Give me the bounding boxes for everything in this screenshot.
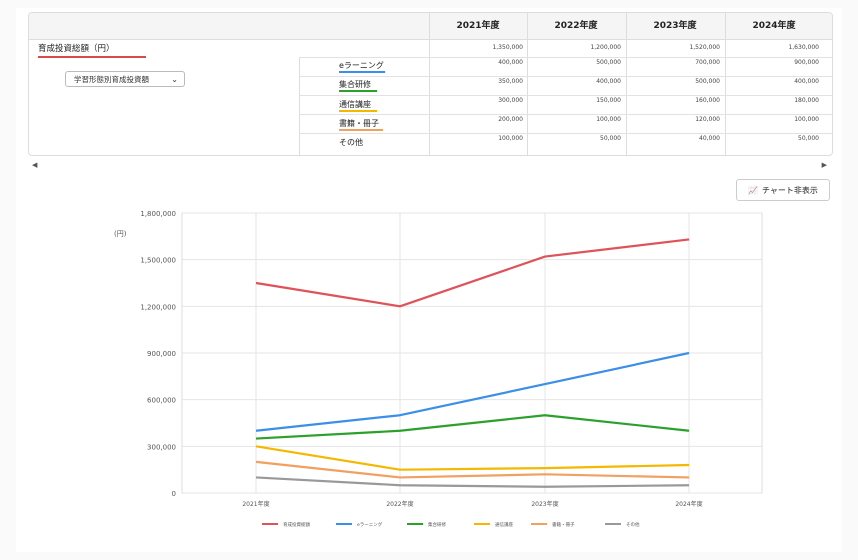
table-cell: 180,000 <box>794 97 819 104</box>
row-divider <box>299 95 832 96</box>
breakdown-row-label[interactable]: eラーニング <box>339 61 384 70</box>
table-cell: 120,000 <box>695 116 720 123</box>
table-cell: 100,000 <box>498 135 523 142</box>
table-cell: 900,000 <box>794 59 819 66</box>
table-cell: 350,000 <box>498 78 523 85</box>
column-divider <box>429 13 430 155</box>
table-cell: 400,000 <box>498 59 523 66</box>
table-cell: 500,000 <box>695 78 720 85</box>
column-divider <box>626 13 627 155</box>
table-cell: 40,000 <box>699 135 720 142</box>
table-cell: 50,000 <box>798 135 819 142</box>
series-color-marker <box>339 90 377 92</box>
series-color-marker <box>339 71 385 73</box>
column-divider <box>725 13 726 155</box>
row-divider <box>299 133 832 134</box>
breakdown-row-label[interactable]: 書籍・冊子 <box>339 119 379 128</box>
year-header: 2023年度 <box>653 21 697 31</box>
row-divider <box>299 114 832 115</box>
table-cell: 300,000 <box>498 97 523 104</box>
table-cell: 200,000 <box>498 116 523 123</box>
table-cell: 400,000 <box>794 78 819 85</box>
column-divider <box>299 57 300 155</box>
row-divider <box>299 57 832 58</box>
table-cell: 700,000 <box>695 59 720 66</box>
toggle-chart-button[interactable]: 📈 チャート非表示 <box>736 179 830 201</box>
table-cell: 100,000 <box>794 116 819 123</box>
scroll-right-icon[interactable]: ▶ <box>821 161 827 169</box>
table-cell: 400,000 <box>596 78 621 85</box>
chevron-down-icon: ⌄ <box>171 75 178 84</box>
series-color-marker <box>339 129 383 131</box>
total-investment-label: 育成投資総額（円） <box>38 44 115 54</box>
table-cell: 150,000 <box>596 97 621 104</box>
breakdown-row-label[interactable]: 通信講座 <box>339 100 371 109</box>
chart-icon: 📈 <box>748 186 759 195</box>
year-header: 2024年度 <box>752 21 796 31</box>
table-cell: 1,630,000 <box>788 44 819 51</box>
table-header <box>29 13 832 40</box>
breakdown-select[interactable]: 学習形態別育成投資額 ⌄ <box>65 71 185 87</box>
year-header: 2022年度 <box>554 21 598 31</box>
breakdown-select-value: 学習形態別育成投資額 <box>74 75 149 84</box>
toggle-chart-label: チャート非表示 <box>762 186 818 195</box>
table-cell: 50,000 <box>600 135 621 142</box>
total-series-color-marker <box>38 56 146 58</box>
breakdown-row-label[interactable]: その他 <box>339 138 363 147</box>
table-cell: 100,000 <box>596 116 621 123</box>
scroll-left-icon[interactable]: ◀ <box>32 161 38 169</box>
table-cell: 500,000 <box>596 59 621 66</box>
year-header: 2021年度 <box>456 21 500 31</box>
table-cell: 1,200,000 <box>590 44 621 51</box>
horizontal-scrollbar[interactable]: ◀ ▶ <box>28 161 831 171</box>
column-divider <box>527 13 528 155</box>
table-cell: 160,000 <box>695 97 720 104</box>
data-table: 2021年度 2022年度 2023年度 2024年度 1,350,000 1,200,… <box>28 12 833 156</box>
table-cell: 1,350,000 <box>492 44 523 51</box>
series-color-marker <box>339 110 377 112</box>
table-cell: 1,520,000 <box>689 44 720 51</box>
row-divider <box>299 76 832 77</box>
breakdown-row-label[interactable]: 集合研修 <box>339 80 371 89</box>
